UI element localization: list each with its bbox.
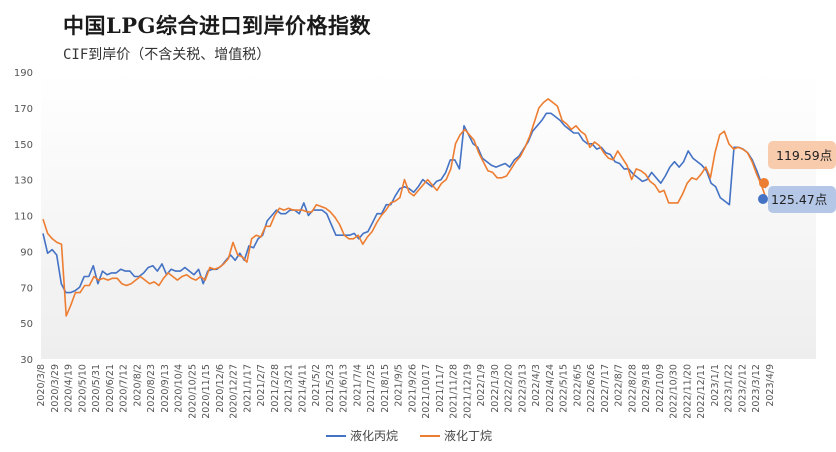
- x-tick-label: 2020/5/10: [77, 364, 88, 413]
- series-line-propane: [42, 112, 767, 294]
- x-tick-label: 2022/1/30: [490, 364, 501, 413]
- x-tick-label: 2022/6/5: [572, 364, 583, 407]
- y-tick-label: 70: [20, 283, 33, 294]
- x-tick-label: 2022/4/24: [545, 364, 556, 413]
- y-tick-label: 170: [14, 104, 33, 115]
- end-label-box-butane: [768, 141, 836, 169]
- plot-background: [41, 72, 816, 359]
- x-tick-label: 2022/8/7: [614, 364, 625, 407]
- x-tick-label: 2022/10/30: [669, 364, 680, 419]
- x-tick-label: 2022/12/11: [696, 364, 707, 419]
- x-tick-label: 2023/4/9: [765, 364, 776, 407]
- y-tick-label: 50: [20, 319, 33, 330]
- y-tick-label: 150: [14, 140, 33, 151]
- legend-swatch-propane: [326, 434, 346, 437]
- x-tick-label: 2020/3/29: [50, 364, 61, 413]
- legend-item-propane: 液化丙烷: [326, 427, 398, 444]
- x-tick-label: 2021/2/7: [256, 364, 267, 407]
- end-label-box-propane: [768, 186, 836, 213]
- x-tick-label: 2020/8/2: [132, 364, 143, 407]
- x-tick-label: 2020/10/25: [187, 364, 198, 419]
- x-tick-label: 2020/4/19: [64, 364, 75, 413]
- x-tick-label: 2020/12/6: [215, 364, 226, 413]
- x-tick-label: 2022/10/9: [655, 364, 666, 413]
- x-tick-label: 2021/11/28: [449, 364, 460, 419]
- x-tick-label: 2021/1/17: [242, 364, 253, 413]
- y-tick-label: 110: [14, 212, 33, 223]
- y-tick-label: 190: [14, 68, 33, 79]
- x-tick-label: 2022/2/20: [504, 364, 515, 413]
- x-tick-label: 2020/9/13: [160, 364, 171, 413]
- x-tick-label: 2021/10/17: [421, 364, 432, 419]
- x-tick-label: 2020/3/8: [36, 364, 47, 407]
- series-lines: [42, 98, 767, 317]
- legend-label-propane: 液化丙烷: [350, 429, 399, 443]
- legend-label-butane: 液化丁烷: [444, 429, 493, 443]
- x-tick-label: 2021/5/23: [325, 364, 336, 413]
- x-tick-label: 2020/6/21: [105, 364, 116, 413]
- x-tick-label: 2022/7/17: [600, 364, 611, 413]
- y-tick-label: 90: [20, 247, 33, 258]
- x-tick-label: 2021/7/4: [352, 364, 363, 407]
- legend-item-butane: 液化丁烷: [420, 427, 492, 444]
- x-tick-label: 2022/1/9: [476, 364, 487, 407]
- y-tick-label: 130: [14, 176, 33, 187]
- legend: 液化丙烷 液化丁烷: [326, 427, 492, 444]
- y-axis: 30 50 70 90 110 130 150 170 190: [14, 68, 33, 366]
- x-axis: 2020/3/8 2020/3/29 2020/4/19 2020/5/10 2020/…: [36, 364, 776, 419]
- x-tick-label: 2021/6/13: [339, 364, 350, 413]
- x-tick-label: 2023/3/12: [751, 364, 762, 413]
- end-label-propane: 125.47点: [771, 192, 827, 207]
- chart-title: 中国LPG综合进口到岸价格指数: [63, 13, 371, 38]
- x-tick-label: 2022/11/20: [682, 364, 693, 419]
- x-tick-label: 2022/9/18: [641, 364, 652, 413]
- chart-subtitle: CIF到岸价（不含关税、增值税）: [63, 47, 271, 63]
- end-marker-butane: [759, 178, 769, 188]
- x-tick-label: 2020/12/27: [229, 364, 240, 419]
- x-tick-label: 2023/1/1: [710, 364, 721, 407]
- x-tick-label: 2021/4/11: [297, 364, 308, 413]
- x-tick-label: 2021/12/19: [462, 364, 473, 419]
- end-marker-propane: [758, 194, 768, 204]
- series-line-butane: [42, 98, 767, 317]
- y-tick-label: 30: [20, 355, 33, 366]
- x-tick-label: 2020/7/12: [119, 364, 130, 413]
- x-tick-label: 2023/2/12: [737, 364, 748, 413]
- x-tick-label: 2020/10/4: [174, 364, 185, 413]
- x-tick-label: 2021/5/2: [311, 364, 322, 407]
- x-tick-label: 2020/5/31: [91, 364, 102, 413]
- x-tick-label: 2022/8/28: [627, 364, 638, 413]
- x-tick-label: 2021/9/26: [407, 364, 418, 413]
- x-tick-label: 2023/1/22: [724, 364, 735, 413]
- x-tick-label: 2021/3/21: [284, 364, 295, 413]
- x-tick-label: 2022/3/13: [517, 364, 528, 413]
- x-tick-label: 2021/11/7: [435, 364, 446, 413]
- x-tick-label: 2020/11/15: [201, 364, 212, 419]
- x-tick-label: 2021/7/25: [366, 364, 377, 413]
- x-tick-label: 2021/2/28: [270, 364, 281, 413]
- end-labels: 125.47点 119.59点: [758, 141, 836, 213]
- x-tick-label: 2021/9/5: [394, 364, 405, 407]
- legend-swatch-butane: [420, 434, 441, 437]
- x-tick-label: 2022/6/26: [586, 364, 597, 413]
- x-tick-label: 2022/5/15: [559, 364, 570, 413]
- x-tick-label: 2021/8/15: [380, 364, 391, 413]
- end-label-butane: 119.59点: [776, 148, 832, 163]
- x-tick-label: 2022/4/3: [531, 364, 542, 407]
- x-tick-label: 2020/8/23: [146, 364, 157, 413]
